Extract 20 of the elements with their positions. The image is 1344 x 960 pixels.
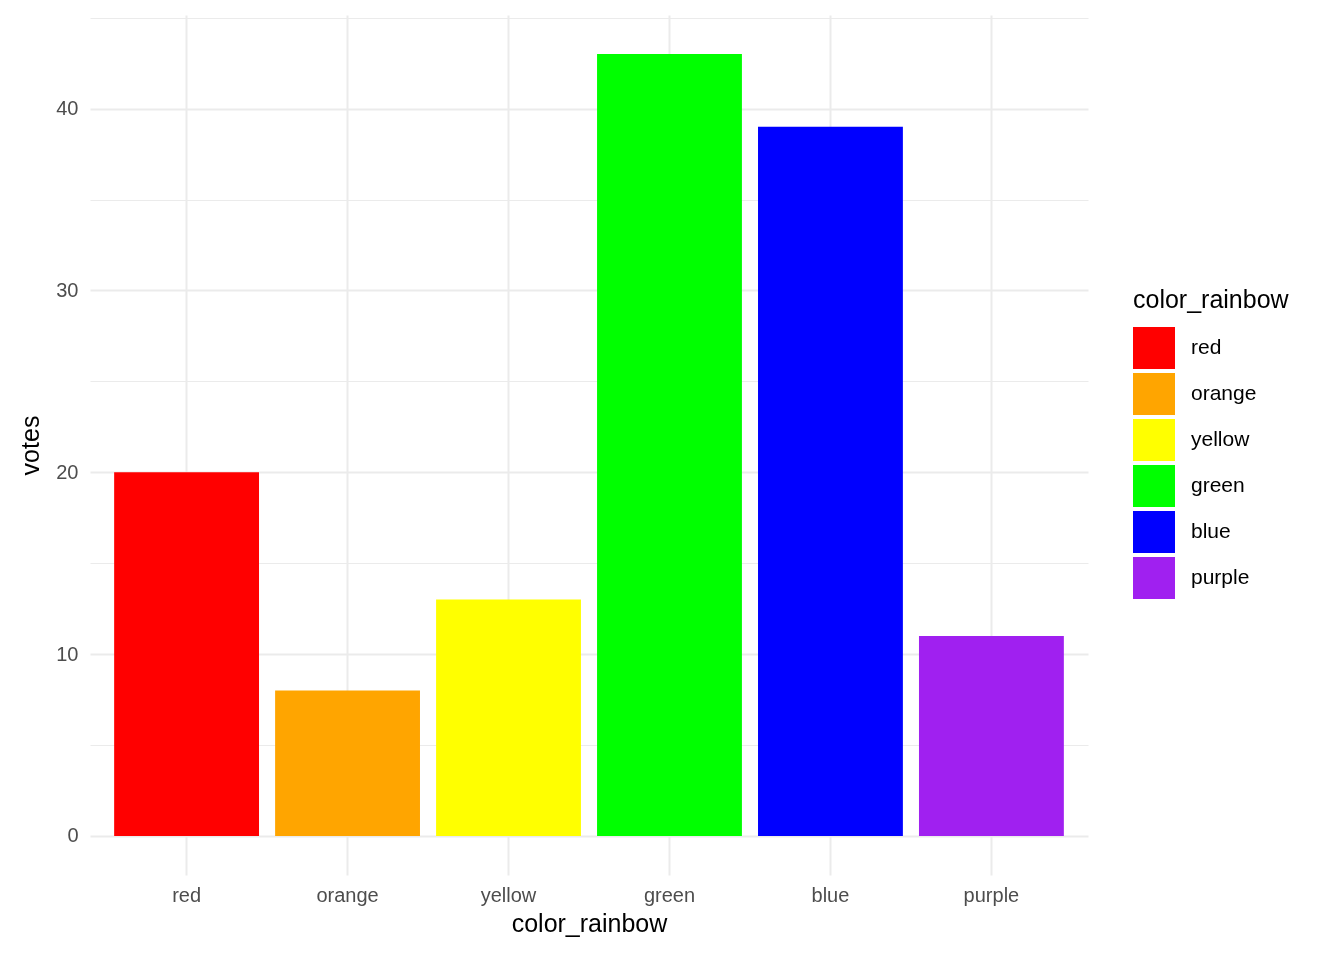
y-tick-label: 30 (56, 278, 79, 301)
x-tick-label: orange (316, 883, 379, 906)
x-axis-title: color_rainbow (511, 908, 669, 937)
legend-title: color_rainbow (1133, 285, 1290, 313)
x-tick-label: purple (963, 883, 1020, 906)
y-tick-label: 0 (67, 824, 79, 847)
x-tick-label: green (643, 883, 696, 906)
legend-label: blue (1191, 519, 1231, 542)
y-tick-label: 20 (56, 460, 79, 483)
x-tick-label: yellow (480, 883, 537, 906)
legend-label: red (1191, 335, 1222, 358)
x-tick-label: red (172, 883, 202, 906)
legend-label: yellow (1191, 427, 1251, 450)
legend-label: purple (1191, 565, 1250, 588)
x-tick-label: blue (811, 883, 850, 906)
y-tick-label: 40 (56, 97, 79, 120)
legend-label: orange (1191, 381, 1257, 404)
y-axis-title: votes (16, 415, 45, 476)
legend-label: green (1191, 473, 1245, 496)
y-tick-label: 10 (56, 642, 79, 665)
